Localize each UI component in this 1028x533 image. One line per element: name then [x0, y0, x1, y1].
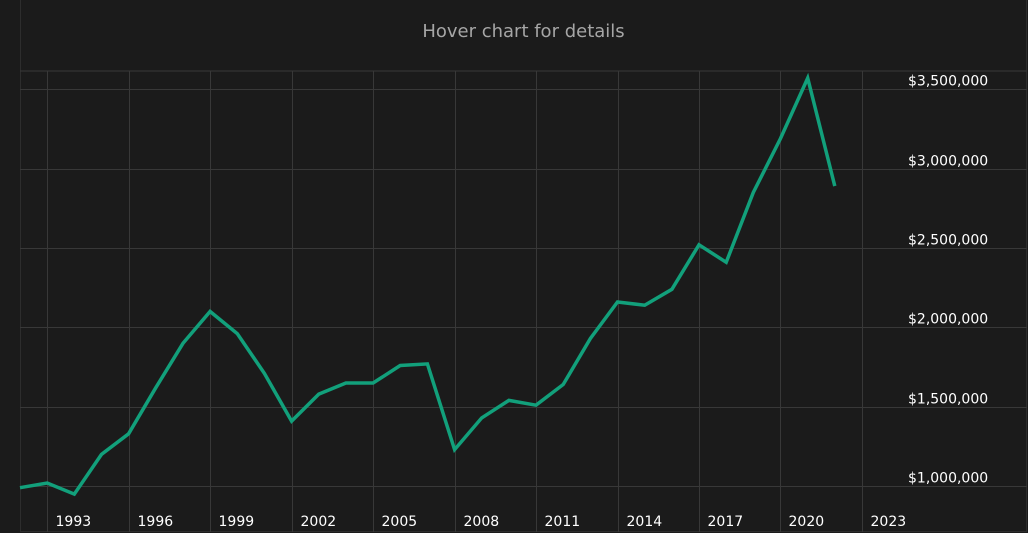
x-tick-label: 2002 — [301, 514, 337, 530]
x-tick-label: 2014 — [627, 514, 663, 530]
series-line — [19, 72, 837, 497]
x-tick-label: 2020 — [789, 514, 825, 530]
chart-frame — [20, 0, 1027, 532]
x-tick-label: 1993 — [56, 514, 92, 530]
y-tick-label: $3,500,000 — [908, 74, 988, 90]
y-tick-label: $1,500,000 — [908, 392, 988, 408]
y-tick-label: $2,500,000 — [908, 233, 988, 249]
x-tick-label: 1996 — [138, 514, 174, 530]
x-tick-label: 1999 — [219, 514, 255, 530]
x-tick-label: 2008 — [464, 514, 500, 530]
x-tick-label: 2023 — [871, 514, 907, 530]
y-tick-label: $3,000,000 — [908, 154, 988, 170]
y-tick-label: $1,000,000 — [908, 471, 988, 487]
y-tick-label: $2,000,000 — [908, 312, 988, 328]
x-tick-label: 2011 — [545, 514, 581, 530]
hover-hint: Hover chart for details — [422, 21, 625, 42]
x-tick-label: 2005 — [382, 514, 418, 530]
x-tick-label: 2017 — [708, 514, 744, 530]
